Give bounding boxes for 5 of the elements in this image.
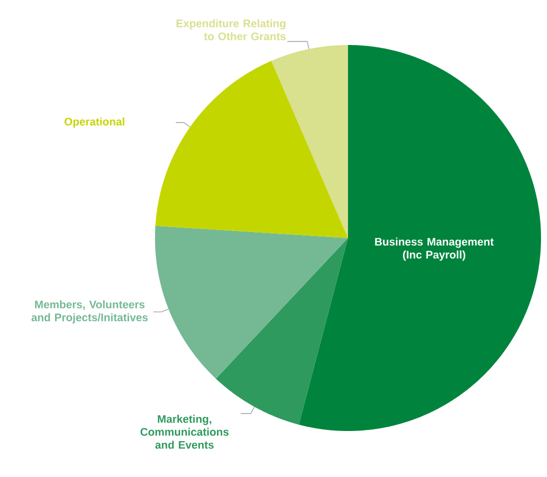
slice-label: Business Management (Inc Payroll) xyxy=(375,238,494,261)
slice-label: Marketing, Communications and Events xyxy=(140,414,229,449)
slice-label: Expenditure Relating to Other Grants xyxy=(176,19,286,40)
slice-label: Members, Volunteers and Projects/Initatives xyxy=(32,300,148,324)
slice-label: Operational xyxy=(64,117,124,128)
